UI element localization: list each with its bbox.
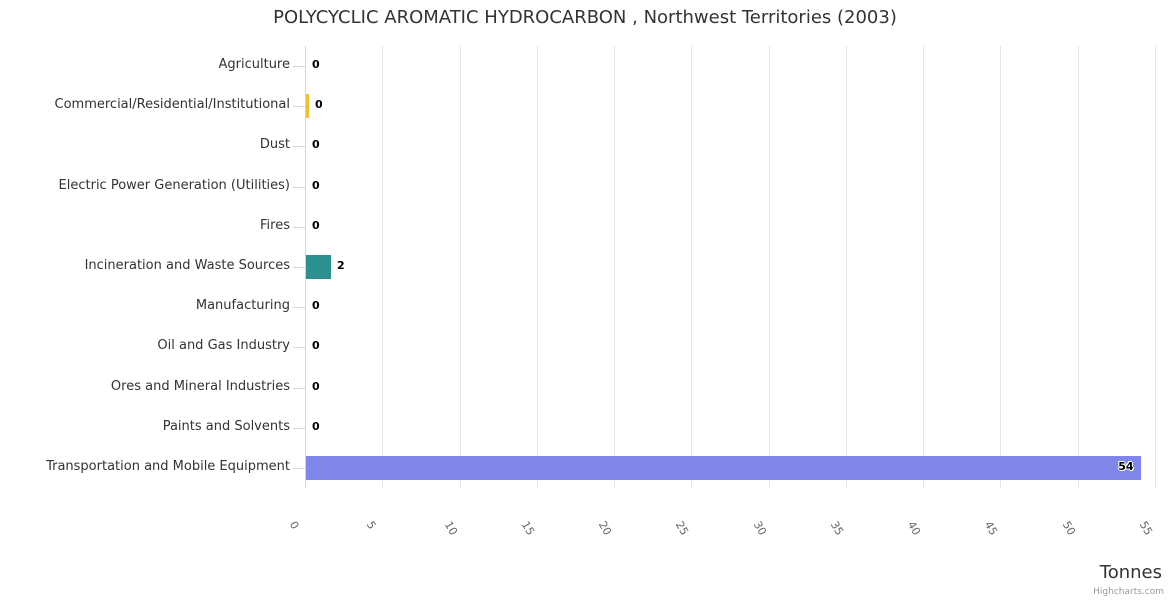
x-axis-tick-label: 0 bbox=[286, 519, 302, 532]
x-axis-tick-label: 45 bbox=[982, 519, 1001, 538]
category-label: Dust bbox=[259, 137, 290, 153]
x-axis-tick-label: 35 bbox=[827, 519, 846, 538]
gridline bbox=[536, 46, 538, 488]
x-axis-tick-label: 55 bbox=[1136, 519, 1155, 538]
data-label: 0 bbox=[315, 98, 323, 112]
gridline bbox=[923, 46, 925, 488]
gridline bbox=[1155, 46, 1156, 488]
category-label: Oil and Gas Industry bbox=[157, 338, 290, 354]
x-axis-tick-label: 30 bbox=[750, 519, 769, 538]
gridline bbox=[459, 46, 461, 488]
tick-mark bbox=[293, 428, 305, 429]
data-label: 0 bbox=[312, 178, 320, 192]
category-label: Fires bbox=[260, 217, 290, 233]
tick-mark bbox=[293, 227, 305, 228]
category-label: Transportation and Mobile Equipment bbox=[46, 458, 290, 474]
x-axis-tick-label: 50 bbox=[1059, 519, 1078, 538]
gridline bbox=[691, 46, 693, 488]
x-axis-title: Tonnes bbox=[1099, 562, 1162, 583]
tick-mark bbox=[293, 307, 305, 308]
bar[interactable] bbox=[306, 455, 1141, 480]
gridline bbox=[845, 46, 847, 488]
tick-mark bbox=[293, 388, 305, 389]
y-axis-line bbox=[305, 46, 306, 488]
category-label: Commercial/Residential/Institutional bbox=[54, 97, 291, 113]
gridline bbox=[614, 46, 616, 488]
category-label: Incineration and Waste Sources bbox=[84, 258, 290, 273]
data-label: 0 bbox=[312, 58, 320, 72]
tick-mark bbox=[293, 267, 305, 268]
gridline bbox=[382, 46, 384, 488]
category-label: Agriculture bbox=[218, 57, 291, 73]
data-label: 0 bbox=[312, 218, 320, 232]
gridline bbox=[1077, 46, 1079, 488]
highcharts-credit[interactable]: Highcharts.com bbox=[1093, 587, 1164, 597]
data-label: 0 bbox=[312, 379, 320, 393]
tick-mark bbox=[293, 66, 305, 67]
gridline bbox=[1000, 46, 1002, 488]
category-label: Manufacturing bbox=[195, 298, 290, 314]
data-label: 0 bbox=[312, 419, 320, 433]
tick-mark bbox=[293, 146, 305, 147]
x-axis-tick-label: 20 bbox=[595, 519, 615, 538]
x-axis-tick-label: 40 bbox=[904, 519, 924, 538]
x-axis-tick-label: 10 bbox=[441, 519, 460, 538]
tick-mark bbox=[293, 468, 305, 469]
bar[interactable] bbox=[306, 255, 331, 279]
x-axis-tick-label: 5 bbox=[364, 519, 379, 532]
tick-mark bbox=[293, 187, 305, 188]
category-label: Paints and Solvents bbox=[162, 418, 290, 434]
bar[interactable] bbox=[306, 94, 309, 119]
gridline bbox=[768, 46, 770, 488]
x-axis-tick-label: 15 bbox=[518, 519, 537, 538]
category-label: Electric Power Generation (Utilities) bbox=[58, 177, 290, 193]
tick-mark bbox=[293, 347, 305, 348]
x-axis-tick-label: 25 bbox=[673, 519, 692, 538]
data-label: 0 bbox=[312, 138, 320, 152]
chart-title: POLYCYCLIC AROMATIC HYDROCARBON , Northw… bbox=[273, 7, 897, 28]
data-label: 0 bbox=[312, 299, 320, 313]
category-label: Ores and Mineral Industries bbox=[110, 378, 290, 394]
data-label: 54 bbox=[1118, 459, 1134, 473]
data-label: 0 bbox=[312, 339, 320, 353]
data-label: 2 bbox=[337, 259, 345, 272]
tick-mark bbox=[293, 106, 305, 107]
